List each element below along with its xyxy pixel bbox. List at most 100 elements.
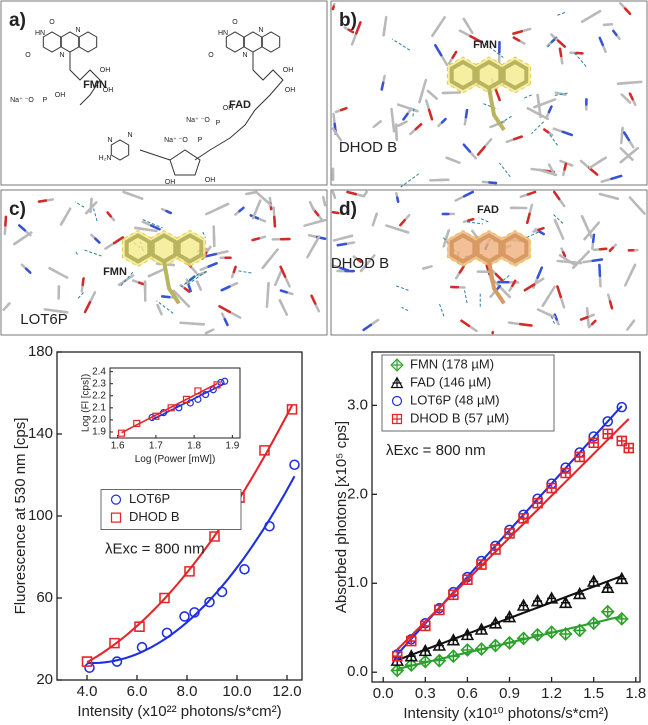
data-point [474,622,489,635]
atom-label: OH [223,105,234,112]
stick-tip [279,265,287,278]
y-axis-label: Fluorescence at 530 nm [cps] [12,418,29,615]
stick-tip [331,127,339,136]
stick-tip [553,219,561,231]
stick-tip [373,212,379,221]
stick-tip [134,226,148,231]
h-bond [180,273,200,288]
stick-tip [541,295,550,307]
data-point [602,428,614,440]
data-point [221,377,229,385]
x-tick-label: 1.7 [149,441,163,452]
data-point [544,625,559,640]
data-point [404,658,419,673]
h-bond [550,316,556,324]
stick-tip [331,210,340,215]
stick-tip [620,126,624,137]
atom-label: O [208,52,214,59]
data-point [194,395,202,403]
ligand [449,233,529,305]
data-point [418,643,433,657]
x-tick-label: 12.0 [272,683,301,700]
h-bond [485,43,504,58]
legend-marker [110,494,122,505]
atom-label: OH [205,177,216,184]
panel-label: b) [339,10,357,31]
y-tick-label: 2.2 [92,390,106,401]
data-point [136,641,148,653]
data-point [286,404,298,415]
data-point [588,437,599,449]
ligand [449,59,529,132]
stick-tip [106,211,113,218]
ring [225,31,245,53]
stick-tip [467,217,475,222]
stick-tip [339,266,350,272]
stick-tip [431,25,440,37]
atom-label: N [107,137,112,144]
annotation: λExc = 800 nm [105,541,205,558]
data-point [391,650,403,662]
stick-tip [147,271,159,278]
panel-label: c) [9,199,26,220]
data-point [586,574,601,587]
ring [42,31,62,53]
data-point [560,467,571,479]
stick-tip [341,234,354,240]
data-point [81,656,93,667]
stick-tip [488,181,498,185]
stick-tip [562,251,567,258]
atom-label: OH [103,87,114,94]
atom-label: O [49,19,55,26]
stick-tip [204,330,211,335]
stick-tip [261,257,272,270]
legend-label: DHOD B (57 µM) [410,410,509,425]
data-point [289,459,300,471]
y-axis-label: Log (Fl [cps]) [81,374,92,432]
data-point [159,409,168,417]
data-point [432,638,447,651]
stick-tip [196,272,204,277]
y-tick-label: 2.1 [92,402,106,413]
h-bond [93,208,98,223]
data-point [488,638,503,653]
legend-marker [391,413,403,425]
data-point [152,412,160,420]
legend-label: LOT6P (48 µM) [410,392,500,407]
data-point [216,586,228,598]
y-tick-label: 20 [36,671,53,688]
data-point [530,627,545,642]
stick-tip [223,318,229,327]
atom-label: P [216,120,221,127]
stick-tip [623,131,631,142]
stick-tip [565,161,574,167]
legend-label: DHOD B [129,509,180,524]
y-tick-label: 1.0 [347,574,368,591]
x-tick-label: 4.0 [77,683,98,700]
stick-tip [251,237,261,242]
h-bond [557,12,566,16]
data-point [558,627,573,641]
h-bond [438,303,445,317]
h-bond [202,231,206,238]
data-point [259,445,270,456]
data-point [390,663,405,678]
y-tick-label: 3.0 [347,396,368,413]
data-point [616,435,628,447]
stick-tip [598,247,608,251]
stick-tip [346,190,358,196]
stick-tip [610,174,623,181]
panel-name: FAD [477,204,499,216]
data-point [460,643,475,657]
data-point [186,399,194,407]
h-bond [546,36,557,48]
x-tick-label: 0.0 [373,685,394,702]
data-point [161,627,173,639]
data-point [148,413,156,422]
stick-tip [218,305,232,314]
y-tick-label: 180 [28,343,53,360]
stick-tip [220,285,231,292]
stick-tip [277,269,283,280]
panel-frame [0,189,328,336]
legend-label: FMN (178 µM) [410,356,494,371]
